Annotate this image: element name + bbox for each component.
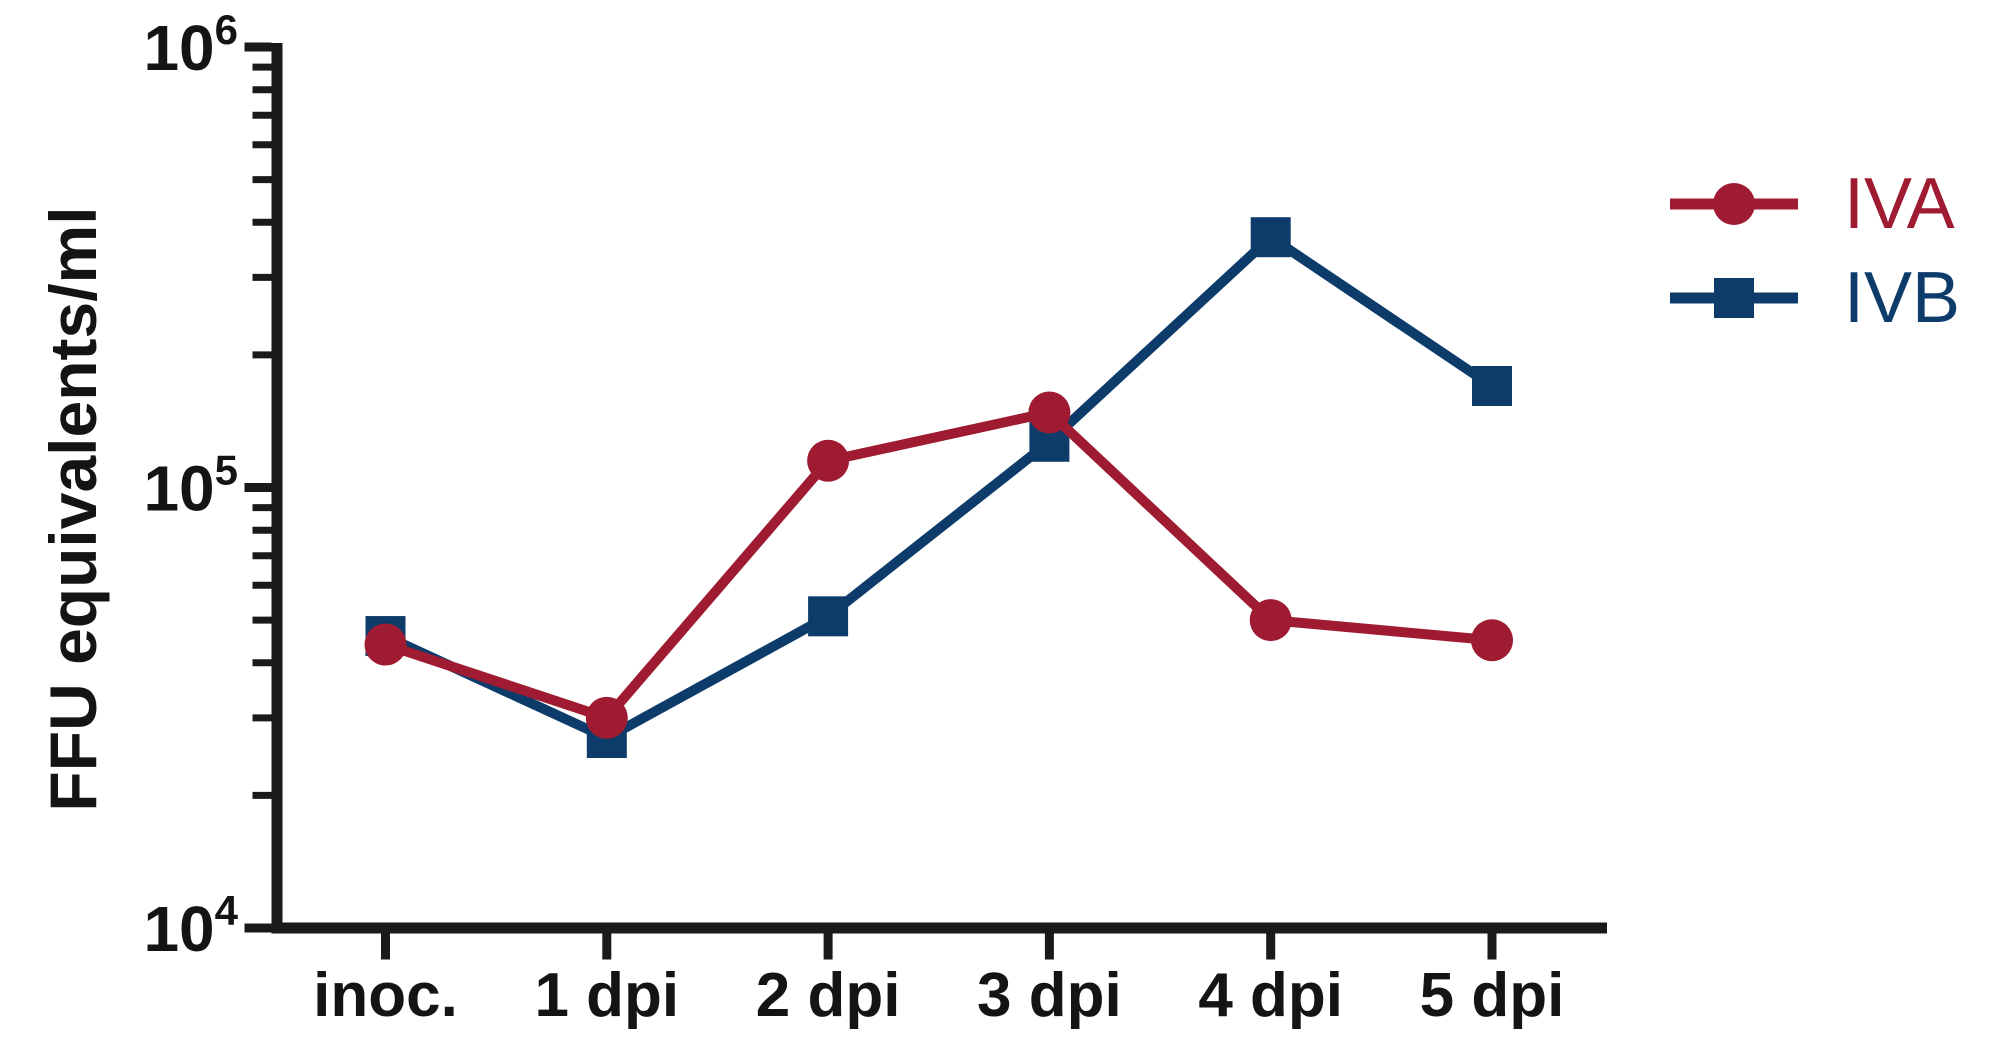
x-tick-label: 1 dpi [534,961,679,1030]
data-point-iva-0 [364,623,407,666]
data-point-ivb-5 [1472,365,1512,406]
legend-item-iva: IVA [1668,168,1960,240]
legend-label-iva: IVA [1844,164,1955,244]
data-point-ivb-4 [1250,217,1291,258]
x-tick-label: 4 dpi [1198,961,1343,1030]
data-point-iva-3 [1028,391,1071,434]
series-line-ivb [383,232,1495,743]
y-tick-label: 106 [143,6,238,84]
x-tick-label: 5 dpi [1420,961,1565,1030]
data-point-iva-4 [1249,599,1292,642]
series-line-iva [383,407,1493,723]
data-point-iva-5 [1471,619,1513,662]
legend-label-ivb: IVB [1844,258,1961,338]
x-tick-label: 2 dpi [756,961,901,1030]
y-tick-label: 104 [143,887,238,965]
legend-item-ivb: IVB [1668,262,1960,334]
data-point-iva-1 [585,696,628,739]
y-tick-label: 105 [143,447,238,525]
iva-circle-marker-icon [1670,183,1798,225]
data-point-ivb-2 [808,596,849,637]
data-point-iva-2 [807,439,850,482]
x-tick-label: inoc. [313,961,458,1030]
ivb-square-marker-icon [1670,278,1798,318]
legend: IVA IVB [1668,168,1960,334]
x-tick-label: 3 dpi [977,961,1122,1030]
